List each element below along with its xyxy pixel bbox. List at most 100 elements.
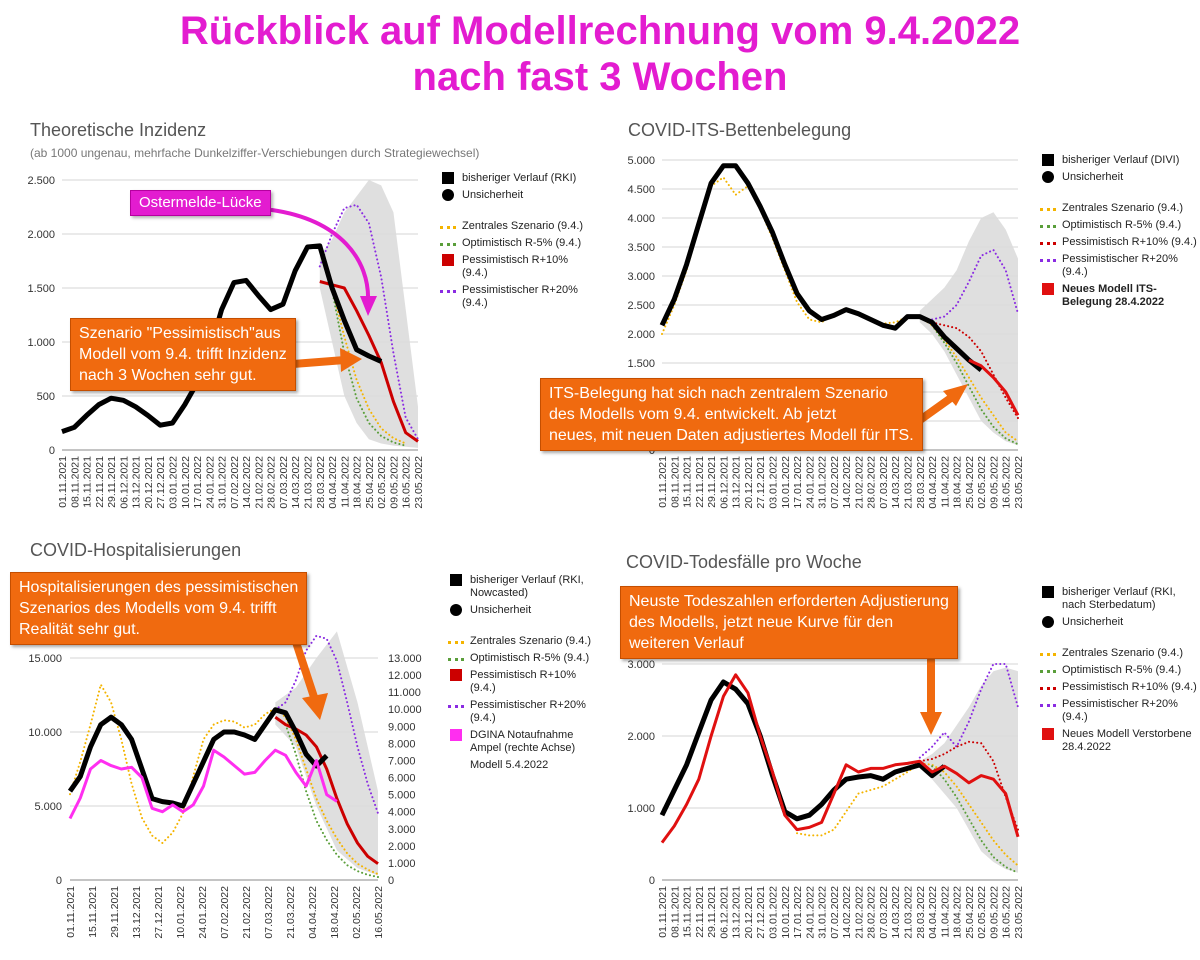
hosp-callout-arrowhead xyxy=(302,693,328,720)
legend-item-central: Zentrales Szenario (9.4.) xyxy=(448,635,596,648)
its-xtick-label: 15.11.2021 xyxy=(682,456,694,508)
its-xtick-label: 21.02.2022 xyxy=(853,456,865,509)
hosp-series-optimistic xyxy=(284,723,379,878)
deaths-series-newmodel xyxy=(660,673,1020,844)
deaths-xtick-label: 20.12.2021 xyxy=(743,886,755,939)
deaths-xtick-label: 29.11.2021 xyxy=(706,886,718,938)
its-xtick-label: 21.03.2022 xyxy=(903,456,915,509)
its-xtick-label: 07.02.2022 xyxy=(829,456,841,509)
deaths-legend: bisheriger Verlauf (RKI, nach Sterbedatu… xyxy=(1040,586,1198,758)
hosp-uncertainty-band xyxy=(275,631,378,876)
deaths-xtick-label: 08.11.2021 xyxy=(669,886,681,938)
legend-item-uncertainty: Unsicherheit xyxy=(448,604,596,617)
legend-item-pess10: Pessimistisch R+10% (9.4.) xyxy=(1040,681,1198,694)
deaths-xtick-label: 16.05.2022 xyxy=(1001,886,1013,939)
hosp-y2tick-label: 7.000 xyxy=(388,755,416,767)
incidence-ytick-label: 0 xyxy=(49,445,55,457)
main-title-line1: Rückblick auf Modellrechnung vom 9.4.202… xyxy=(179,9,1021,53)
legend-item-pess20: Pessimistischer R+20% (9.4.) xyxy=(1040,698,1198,724)
deaths-series-optimistic xyxy=(931,765,1019,874)
hosp-y2tick-label: 4.000 xyxy=(388,807,416,819)
incidence-xtick-label: 04.04.2022 xyxy=(327,456,339,509)
its-xtick-label: 16.05.2022 xyxy=(1001,456,1013,509)
deaths-ytick-label: 2.000 xyxy=(627,731,655,743)
deaths-callout-arrowhead xyxy=(920,712,942,735)
hosp-xtick-label: 21.02.2022 xyxy=(241,886,253,939)
incidence-xtick-label: 13.12.2021 xyxy=(131,456,143,509)
incidence-series-pess20 xyxy=(318,203,419,441)
its-ytick-label: 2.500 xyxy=(627,300,655,312)
hosp-series-central xyxy=(69,683,379,876)
hosp-y2tick-label: 10.000 xyxy=(388,704,422,716)
legend-item-pess20: Pessimistischer R+20% (9.4.) xyxy=(1040,253,1198,279)
legend-item-real: bisheriger Verlauf (DIVI) xyxy=(1040,154,1198,167)
incidence-ytick-label: 500 xyxy=(37,391,55,403)
hosp-y2tick-label: 6.000 xyxy=(388,773,416,785)
its-ytick-label: 0 xyxy=(649,445,655,457)
hosp-title: COVID-Hospitalisierungen xyxy=(30,540,242,560)
hosp-xtick-label: 15.11.2021 xyxy=(87,886,99,938)
incidence-series-optimistic xyxy=(331,289,407,447)
incidence-subtitle: (ab 1000 ungenau, mehrfache Dunkelziffer… xyxy=(30,146,480,160)
hosp-callout: Hospitalisierungen des pessimistischen S… xyxy=(10,572,308,645)
deaths-xtick-label: 24.01.2022 xyxy=(804,886,816,939)
deaths-xtick-label: 11.04.2022 xyxy=(939,886,951,938)
deaths-title: COVID-Todesfälle pro Woche xyxy=(626,552,862,572)
hosp-series-pess20 xyxy=(274,634,379,815)
deaths-xtick-label: 14.02.2022 xyxy=(841,886,853,939)
its-legend: bisheriger Verlauf (DIVI) Unsicherheit Z… xyxy=(1040,154,1198,313)
its-xtick-label: 28.03.2022 xyxy=(915,456,927,509)
incidence-xtick-label: 21.02.2022 xyxy=(253,456,265,509)
incidence-title: Theoretische Inzidenz xyxy=(30,120,207,140)
incidence-xtick-label: 16.05.2022 xyxy=(401,456,413,509)
its-xtick-label: 10.01.2022 xyxy=(780,456,792,509)
deaths-xtick-label: 18.04.2022 xyxy=(952,886,964,939)
its-xtick-label: 29.11.2021 xyxy=(706,456,718,508)
deaths-panel: 0 1.000 2.000 3.000 01.11.2021 08.11.2021 15.1… xyxy=(600,530,1200,950)
hosp-y2tick-label: 3.000 xyxy=(388,824,416,836)
deaths-series-pess10 xyxy=(918,740,1019,831)
legend-item-pess20: Pessimistischer R+20% (9.4.) xyxy=(448,699,596,725)
incidence-series-real xyxy=(61,243,383,434)
legend-item-pess10: Pessimistisch R+10% (9.4.) xyxy=(440,254,595,280)
hosp-xtick-label: 07.03.2022 xyxy=(263,886,275,939)
deaths-xtick-label: 14.03.2022 xyxy=(890,886,902,939)
its-xtick-label: 22.11.2021 xyxy=(694,456,706,508)
hosp-xtick-label: 24.01.2022 xyxy=(197,886,209,939)
deaths-chart: 0 1.000 2.000 3.000 01.11.2021 08.11.2021 15.1… xyxy=(627,656,1025,939)
hosp-xtick-label: 16.05.2022 xyxy=(373,886,385,939)
deaths-xtick-label: 21.03.2022 xyxy=(903,886,915,939)
incidence-xtick-label: 17.01.2022 xyxy=(192,456,204,509)
incidence-panel: 0 500 1.000 1.500 2.000 2.500 01.11.2021 08.11.… xyxy=(0,110,600,530)
its-series-optimistic xyxy=(931,324,1019,446)
legend-item-optimistic: Optimistisch R-5% (9.4.) xyxy=(448,652,596,665)
legend-item-newmodel: Neues Modell Verstorbene 28.4.2022 xyxy=(1040,728,1198,754)
incidence-xtick-label: 14.03.2022 xyxy=(290,456,302,509)
hosp-y2tick-label: 0 xyxy=(388,875,394,887)
deaths-xtick-label: 06.12.2021 xyxy=(718,886,730,939)
legend-item-optimistic: Optimistisch R-5% (9.4.) xyxy=(440,237,595,250)
deaths-series-central xyxy=(796,762,1019,867)
deaths-ytick-label: 3.000 xyxy=(627,659,655,671)
its-xtick-label: 03.01.2022 xyxy=(767,456,779,509)
incidence-xtick-label: 20.12.2021 xyxy=(143,456,155,509)
incidence-ytick-label: 1.000 xyxy=(27,337,55,349)
its-xtick-label: 20.12.2021 xyxy=(743,456,755,509)
its-xtick-label: 02.05.2022 xyxy=(976,456,988,509)
its-ytick-label: 4.500 xyxy=(627,184,655,196)
incidence-xtick-label: 09.05.2022 xyxy=(388,456,400,509)
its-ytick-label: 1.500 xyxy=(627,358,655,370)
deaths-xtick-label: 28.03.2022 xyxy=(915,886,927,939)
deaths-xtick-label: 07.02.2022 xyxy=(829,886,841,939)
hosp-xtick-label: 04.04.2022 xyxy=(307,886,319,939)
incidence-ytick-label: 1.500 xyxy=(27,283,55,295)
its-xtick-label: 17.01.2022 xyxy=(792,456,804,509)
its-callout-arrow xyxy=(916,391,959,424)
deaths-xtick-label: 17.01.2022 xyxy=(792,886,804,939)
deaths-callout: Neuste Todeszahlen erforderten Adjustier… xyxy=(620,586,958,659)
incidence-xtick-label: 06.12.2021 xyxy=(118,456,130,509)
deaths-xtick-label: 28.02.2022 xyxy=(866,886,878,939)
incidence-series-pess10 xyxy=(319,280,419,443)
legend-item-pess10: Pessimistisch R+10% (9.4.) xyxy=(1040,236,1198,249)
hosp-series-dgina xyxy=(68,748,338,820)
